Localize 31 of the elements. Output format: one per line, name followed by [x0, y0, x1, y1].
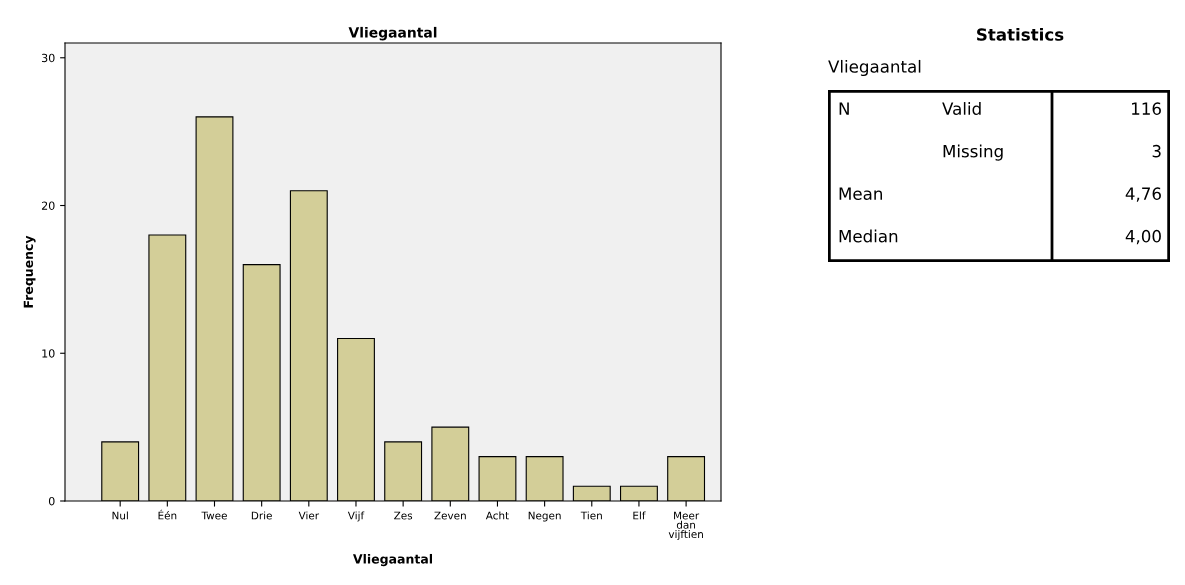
- text: 4,76: [1125, 187, 1161, 202]
- x-tick-label: Zes: [394, 511, 413, 520]
- x-tick-label: Meer dan vijftien: [668, 511, 703, 541]
- x-tick-label: Elf: [633, 511, 646, 520]
- y-tick-label: 30: [41, 53, 55, 63]
- x-tick-label: Vijf: [347, 511, 365, 522]
- y-tick-label: 20: [41, 201, 55, 210]
- x-tick-label: Acht: [485, 511, 509, 520]
- x-tick-label: Één: [158, 509, 177, 520]
- x-tick-label: Vier: [298, 511, 320, 520]
- x-tick-label: Nul: [112, 511, 128, 520]
- x-tick-label: Zeven: [434, 511, 466, 520]
- text: 116: [1132, 102, 1161, 115]
- text: 3: [1152, 144, 1161, 158]
- text: Mean: [839, 187, 882, 200]
- y-tick-label: 10: [42, 349, 55, 358]
- x-tick-label: Tien: [580, 511, 602, 520]
- x-tick-label: Negen: [528, 511, 561, 522]
- text: Valid: [942, 102, 981, 115]
- text: 4,00: [1125, 229, 1161, 245]
- text: Median: [839, 229, 898, 243]
- chart-title: Vliegaantal: [348, 26, 437, 41]
- text: Statistics: [977, 27, 1064, 41]
- text: Vliegaantal: [828, 59, 921, 77]
- y-tick-label: 0: [48, 496, 55, 506]
- text: Missing: [943, 144, 1003, 161]
- x-tick-label: Twee: [201, 511, 227, 520]
- x-axis-title: Vliegaantal: [352, 553, 433, 567]
- y-axis-title: Frequency: [23, 235, 36, 308]
- text: N: [839, 102, 849, 115]
- x-tick-label: Drie: [251, 511, 272, 520]
